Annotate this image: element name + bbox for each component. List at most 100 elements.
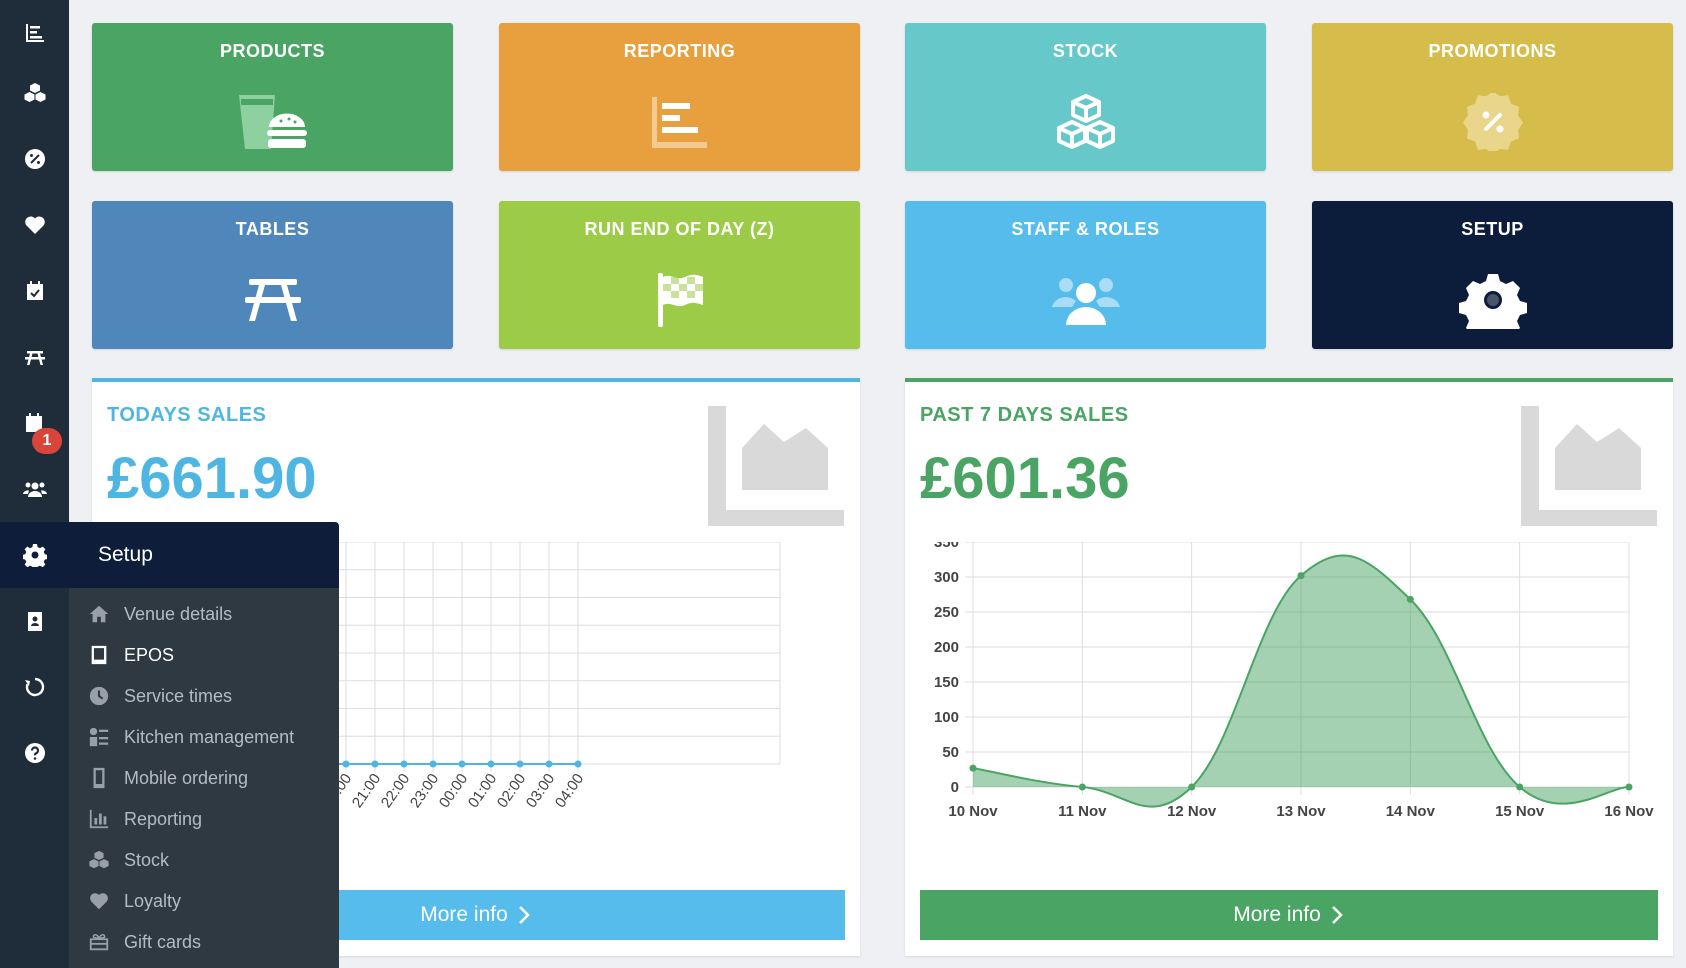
nav-promotions[interactable]: [0, 126, 69, 192]
nav-bookings[interactable]: 1: [0, 390, 69, 456]
y-tick-label: 300: [934, 569, 959, 586]
tile-tables[interactable]: TABLES: [92, 201, 453, 349]
nav-stock[interactable]: [0, 60, 69, 126]
x-tick-label: 21:00: [349, 771, 384, 812]
data-point: [429, 760, 437, 768]
mobile-icon: [93, 767, 105, 789]
refresh-icon: [24, 677, 44, 697]
past-7-days-sales-card: PAST 7 DAYS SALES £601.36 0 50 100 150 200 25…: [905, 378, 1673, 956]
reporting-icon: [89, 809, 109, 829]
submenu-label: Venue details: [124, 603, 233, 624]
data-point: [1406, 595, 1414, 603]
x-tick-label: 02:00: [494, 771, 529, 812]
button-label: More info: [1233, 903, 1321, 926]
reporting-icon: [25, 24, 44, 42]
past-7-days-sales-chart: 0 50 100 150 200 250 300 350 10 Nov 11 Nov 12 Nov 1…: [934, 542, 1654, 820]
x-tick-label: 04:00: [552, 771, 587, 812]
nav-loyalty[interactable]: [0, 192, 69, 258]
tile-staff-and-roles[interactable]: STAFF & ROLES: [905, 201, 1266, 349]
tile-label: REPORTING: [623, 41, 736, 61]
tile-label: STOCK: [1052, 41, 1119, 61]
data-point: [1516, 783, 1524, 791]
data-point: [969, 764, 977, 772]
y-tick-label: 50: [942, 744, 959, 761]
submenu-venue-details[interactable]: Venue details: [69, 594, 339, 634]
x-tick-label: 03:00: [523, 771, 558, 812]
nav-calendar[interactable]: [0, 258, 69, 324]
chevron-right-icon: [1331, 906, 1343, 924]
week-more-info-button[interactable]: More info: [920, 890, 1658, 940]
data-point: [545, 760, 553, 768]
card-title: PAST 7 DAYS SALES: [920, 404, 1129, 426]
submenu-label: Mobile ordering: [124, 767, 249, 788]
submenu-mobile-ordering[interactable]: Mobile ordering: [69, 758, 339, 798]
data-point: [487, 760, 495, 768]
heart-icon: [90, 893, 108, 910]
y-tick-label: 250: [934, 604, 959, 621]
tile-run-end-of-day[interactable]: RUN END OF DAY (Z): [499, 201, 860, 349]
x-tick-label: 01:00: [465, 771, 500, 812]
tile-products[interactable]: PRODUCTS: [92, 23, 453, 171]
chevron-right-icon: [518, 906, 530, 924]
data-point: [458, 760, 466, 768]
area-chart-icon: [708, 406, 844, 526]
x-tick-label: 16 Nov: [1604, 803, 1654, 820]
kitchen-icon: [89, 727, 109, 747]
sales-value: £661.90: [107, 446, 317, 511]
drink-burger-icon: [233, 91, 313, 153]
tile-label: TABLES: [235, 219, 310, 239]
submenu-loyalty[interactable]: Loyalty: [69, 881, 339, 921]
percent-badge-icon: [1453, 91, 1533, 153]
submenu-reporting[interactable]: Reporting: [69, 799, 339, 839]
nav-tables[interactable]: [0, 324, 69, 390]
submenu-gift-cards[interactable]: Gift cards: [69, 922, 339, 962]
tile-setup[interactable]: SETUP: [1312, 201, 1673, 349]
data-point: [1188, 783, 1196, 791]
data-point: [1078, 783, 1086, 791]
button-label: More info: [420, 903, 508, 926]
tile-label: PRODUCTS: [219, 41, 325, 61]
setup-menu-title: Setup: [98, 543, 153, 566]
x-tick-label: 22:00: [378, 771, 413, 812]
promotions-icon: [24, 149, 45, 169]
stock-icon: [24, 83, 45, 102]
cubes-icon: [1046, 91, 1126, 153]
submenu-label: Gift cards: [124, 931, 202, 952]
nav-staff[interactable]: [0, 456, 69, 522]
submenu-label: Loyalty: [124, 890, 182, 911]
card-title: TODAYS SALES: [107, 404, 267, 426]
gear-icon: [1453, 269, 1533, 331]
submenu-stock[interactable]: Stock: [69, 840, 339, 880]
loyalty-icon: [24, 216, 45, 234]
x-tick-label: 11 Nov: [1058, 803, 1107, 820]
clock-icon: [89, 686, 109, 706]
y-tick-label: 200: [934, 639, 959, 656]
setup-submenu: Venue details EPOS Service times Kitchen…: [69, 588, 339, 968]
y-tick-label: 100: [934, 709, 959, 726]
tile-stock[interactable]: STOCK: [905, 23, 1266, 171]
tile-reporting[interactable]: REPORTING: [499, 23, 860, 171]
tablet-icon: [91, 645, 107, 665]
x-tick-label: 14 Nov: [1386, 803, 1436, 820]
nav-clipboard[interactable]: [0, 588, 69, 654]
submenu-kitchen-management[interactable]: Kitchen management: [69, 717, 339, 757]
tile-label: RUN END OF DAY (Z): [584, 219, 775, 239]
setup-menu-header[interactable]: Setup: [0, 522, 339, 588]
x-tick-label: 12 Nov: [1167, 803, 1217, 820]
setup-icon: [0, 522, 69, 588]
nav-reporting[interactable]: [0, 0, 69, 66]
nav-refresh[interactable]: [0, 654, 69, 720]
submenu-epos[interactable]: EPOS: [69, 635, 339, 675]
nav-help[interactable]: [0, 720, 69, 786]
tile-promotions[interactable]: PROMOTIONS: [1312, 23, 1673, 171]
notification-badge: 1: [32, 428, 62, 454]
calendar-icon: [26, 281, 43, 300]
tile-label: STAFF & ROLES: [1011, 219, 1160, 239]
x-tick-label: 23:00: [407, 771, 442, 812]
users-icon: [1046, 269, 1126, 331]
area-chart-icon: [1521, 406, 1657, 526]
data-point: [400, 760, 408, 768]
left-nav-rail: 1: [0, 0, 69, 968]
submenu-service-times[interactable]: Service times: [69, 676, 339, 716]
data-point: [342, 760, 350, 768]
